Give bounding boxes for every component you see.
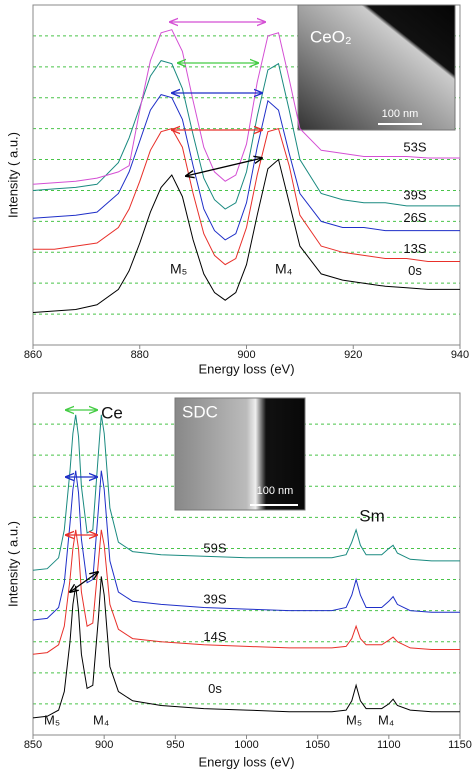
x-tick-label: 850 [24, 739, 42, 751]
y-axis-label: Intensity ( a.u.) [5, 521, 20, 607]
x-tick-label: 900 [237, 349, 255, 361]
annotation: M₅ [44, 712, 60, 727]
series-label: 0s [208, 681, 222, 696]
spectrum-line [33, 127, 460, 266]
annotation: M₅ [170, 261, 187, 277]
x-tick-label: 1050 [305, 739, 329, 751]
annotation: M₄ [378, 712, 394, 727]
annotation: SDC [182, 402, 218, 421]
annotation: Sm [359, 506, 385, 525]
panel-bottom: 850 900 950 1000 1050 1100 1150 Energy loss (eV… [5, 392, 472, 769]
annotation: M₄ [93, 712, 109, 727]
peak-arrow [186, 158, 262, 176]
series-label: 53S [403, 139, 426, 154]
panel-top: 860 880 900 920 940 Energy loss (eV) Intensity… [5, 4, 469, 376]
inset-image [174, 397, 306, 511]
series-label: 26S [403, 210, 426, 225]
series-label: 59S [203, 540, 226, 555]
annotation: M₅ [346, 712, 362, 727]
y-axis-label: Intensity ( a.u.) [5, 132, 20, 218]
annotation: Ce [101, 403, 123, 422]
annotation: 100 nm [382, 108, 419, 120]
series-label: 39S [403, 187, 426, 202]
series-label: 13S [403, 241, 426, 256]
annotation: CeO₂ [310, 27, 352, 46]
series-label: 39S [203, 592, 226, 607]
x-tick-label: 920 [344, 349, 362, 361]
peak-arrow [70, 572, 98, 592]
x-axis-label: Energy loss (eV) [198, 361, 294, 376]
series-label: 0s [408, 263, 422, 278]
spectrum-line [32, 414, 460, 571]
x-tick-label: 1000 [234, 739, 258, 751]
inset-image [297, 4, 456, 131]
x-tick-label: 940 [451, 349, 469, 361]
x-axis-label: Energy loss (eV) [198, 754, 294, 769]
spectrum-line [32, 94, 460, 241]
spectrum-line [32, 576, 460, 719]
series-label: 14S [203, 629, 226, 644]
x-tick-label: 900 [95, 739, 113, 751]
x-tick-label: 860 [24, 349, 42, 361]
x-tick-label: 1100 [377, 739, 401, 751]
spectrum-line [32, 60, 460, 210]
x-tick-label: 1150 [448, 739, 472, 751]
x-tick-label: 880 [131, 349, 149, 361]
annotation: M₄ [275, 261, 293, 277]
annotation: 100 nm [257, 485, 294, 497]
spectrum-line [32, 158, 460, 313]
x-tick-label: 950 [166, 739, 184, 751]
